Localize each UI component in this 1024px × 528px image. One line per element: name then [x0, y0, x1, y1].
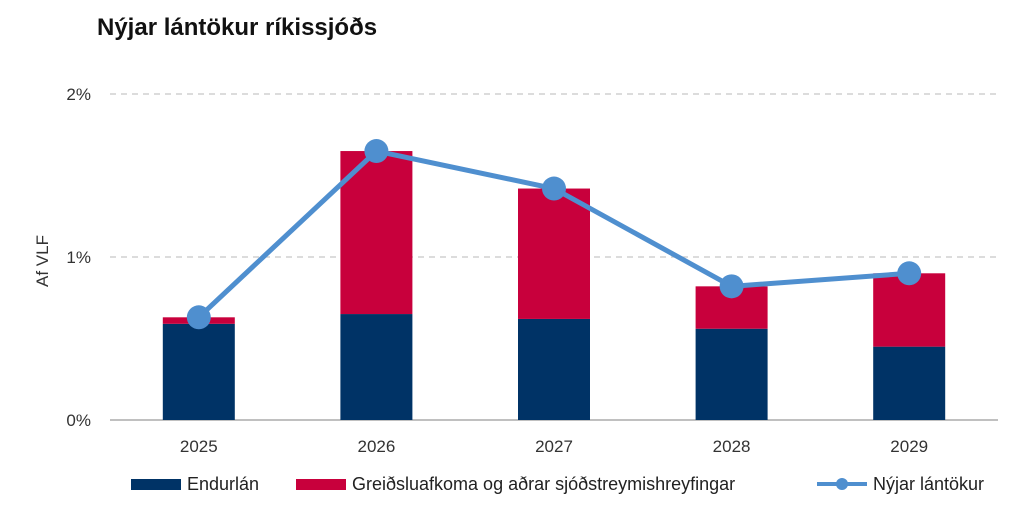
- legend-item-endurlan: Endurlán: [131, 470, 259, 498]
- bar-endurlan: [162, 323, 235, 420]
- point-nyjar-lantokur: [186, 305, 211, 330]
- y-tick-label: 1%: [66, 248, 91, 267]
- point-nyjar-lantokur: [364, 139, 389, 164]
- legend-swatch-nyjar-lantokur: [817, 478, 867, 490]
- y-axis-label: Af VLF: [33, 235, 52, 287]
- x-tick-label: 2025: [180, 437, 218, 456]
- point-nyjar-lantokur: [719, 274, 744, 299]
- bar-greidsluafkoma: [518, 188, 590, 319]
- x-tick-label: 2029: [890, 437, 928, 456]
- legend-item-greidsluafkoma: Greiðsluafkoma og aðrar sjóðstreymishrey…: [296, 470, 735, 498]
- bar-endurlan: [695, 328, 768, 420]
- x-tick-label: 2028: [713, 437, 751, 456]
- legend-label-greidsluafkoma: Greiðsluafkoma og aðrar sjóðstreymishrey…: [352, 473, 736, 494]
- legend-swatch-greidsluafkoma: [296, 478, 346, 490]
- y-tick-label: 2%: [66, 85, 91, 104]
- legend-label-nyjar-lantokur: Nýjar lántökur: [873, 473, 985, 494]
- legend-label-endurlan: Endurlán: [187, 473, 260, 494]
- legend-item-nyjar-lantokur: Nýjar lántökur: [817, 470, 984, 498]
- chart-legend: Endurlán Greiðsluafkoma og aðrar sjóðstr…: [0, 470, 1024, 500]
- chart-title: Nýjar lántökur ríkissjóðs: [97, 14, 378, 41]
- chart-canvas: 0% 1% 2% Af VLF 2025 2026 2027 2028 2029: [33, 85, 998, 456]
- point-nyjar-lantokur: [897, 261, 922, 286]
- point-nyjar-lantokur: [542, 176, 566, 201]
- bar-endurlan: [518, 318, 590, 420]
- legend-swatch-endurlan: [131, 478, 181, 490]
- x-tick-label: 2027: [535, 437, 573, 456]
- y-tick-label: 0%: [66, 411, 91, 430]
- bar-endurlan: [340, 314, 413, 420]
- bar-endurlan: [873, 346, 946, 420]
- bar-greidsluafkoma: [873, 273, 946, 347]
- x-tick-label: 2026: [357, 437, 395, 456]
- bar-greidsluafkoma: [340, 151, 413, 315]
